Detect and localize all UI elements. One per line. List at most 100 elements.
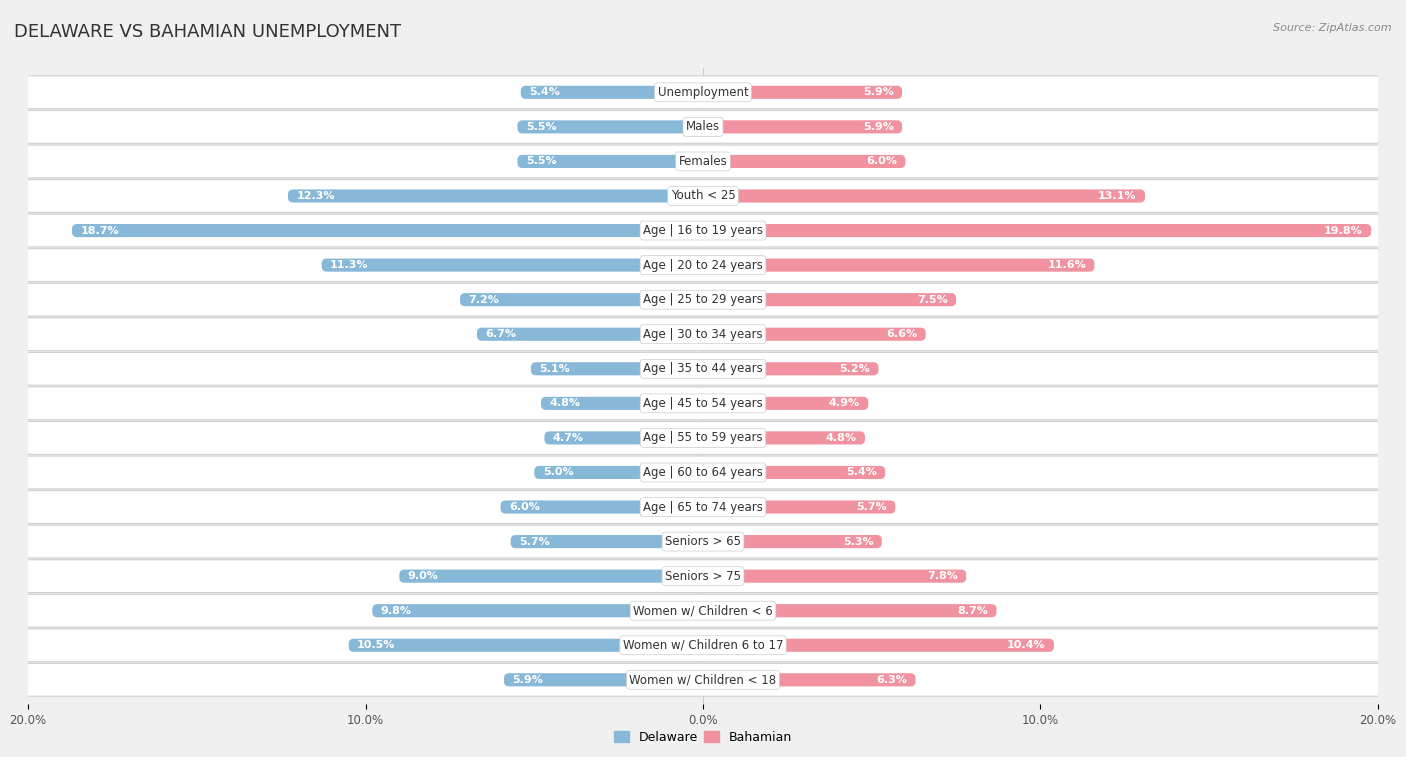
FancyBboxPatch shape <box>503 673 703 687</box>
Text: Seniors > 65: Seniors > 65 <box>665 535 741 548</box>
FancyBboxPatch shape <box>703 673 915 687</box>
Text: 5.2%: 5.2% <box>839 364 870 374</box>
FancyBboxPatch shape <box>541 397 703 410</box>
FancyBboxPatch shape <box>288 189 703 203</box>
Text: 7.5%: 7.5% <box>917 294 948 304</box>
FancyBboxPatch shape <box>373 604 703 617</box>
FancyBboxPatch shape <box>703 639 1054 652</box>
FancyBboxPatch shape <box>10 456 1396 489</box>
FancyBboxPatch shape <box>703 189 1144 203</box>
Text: 5.7%: 5.7% <box>856 502 887 512</box>
FancyBboxPatch shape <box>10 76 1396 109</box>
Text: 19.8%: 19.8% <box>1324 226 1362 235</box>
FancyBboxPatch shape <box>703 466 886 479</box>
Text: 4.8%: 4.8% <box>550 398 581 408</box>
FancyBboxPatch shape <box>531 362 703 375</box>
Text: Women w/ Children 6 to 17: Women w/ Children 6 to 17 <box>623 639 783 652</box>
Text: Age | 16 to 19 years: Age | 16 to 19 years <box>643 224 763 237</box>
Text: Age | 60 to 64 years: Age | 60 to 64 years <box>643 466 763 479</box>
FancyBboxPatch shape <box>10 663 1396 696</box>
Text: 10.4%: 10.4% <box>1007 640 1046 650</box>
Text: 8.7%: 8.7% <box>957 606 988 615</box>
FancyBboxPatch shape <box>460 293 703 307</box>
FancyBboxPatch shape <box>10 352 1396 385</box>
Text: 9.8%: 9.8% <box>381 606 412 615</box>
Text: Males: Males <box>686 120 720 133</box>
FancyBboxPatch shape <box>520 86 703 99</box>
FancyBboxPatch shape <box>349 639 703 652</box>
FancyBboxPatch shape <box>703 535 882 548</box>
Text: Source: ZipAtlas.com: Source: ZipAtlas.com <box>1274 23 1392 33</box>
FancyBboxPatch shape <box>703 569 966 583</box>
Text: Seniors > 75: Seniors > 75 <box>665 570 741 583</box>
FancyBboxPatch shape <box>703 431 865 444</box>
Text: 5.7%: 5.7% <box>519 537 550 547</box>
Text: 5.5%: 5.5% <box>526 122 557 132</box>
Text: Age | 35 to 44 years: Age | 35 to 44 years <box>643 363 763 375</box>
Text: 12.3%: 12.3% <box>297 191 335 201</box>
Text: DELAWARE VS BAHAMIAN UNEMPLOYMENT: DELAWARE VS BAHAMIAN UNEMPLOYMENT <box>14 23 401 41</box>
FancyBboxPatch shape <box>10 594 1396 627</box>
FancyBboxPatch shape <box>10 387 1396 420</box>
Text: 5.4%: 5.4% <box>529 87 560 98</box>
Text: 6.0%: 6.0% <box>866 157 897 167</box>
FancyBboxPatch shape <box>10 283 1396 316</box>
FancyBboxPatch shape <box>544 431 703 444</box>
FancyBboxPatch shape <box>703 86 903 99</box>
FancyBboxPatch shape <box>703 259 1094 272</box>
FancyBboxPatch shape <box>703 120 903 133</box>
FancyBboxPatch shape <box>10 559 1396 593</box>
Text: 7.2%: 7.2% <box>468 294 499 304</box>
Text: Women w/ Children < 18: Women w/ Children < 18 <box>630 673 776 687</box>
Text: 5.9%: 5.9% <box>863 122 894 132</box>
Text: Age | 65 to 74 years: Age | 65 to 74 years <box>643 500 763 513</box>
Text: 7.8%: 7.8% <box>927 571 957 581</box>
Text: 6.0%: 6.0% <box>509 502 540 512</box>
FancyBboxPatch shape <box>10 111 1396 143</box>
Text: 5.0%: 5.0% <box>543 468 574 478</box>
FancyBboxPatch shape <box>10 145 1396 178</box>
Text: 6.3%: 6.3% <box>876 674 907 685</box>
FancyBboxPatch shape <box>534 466 703 479</box>
FancyBboxPatch shape <box>703 328 925 341</box>
Text: Females: Females <box>679 155 727 168</box>
FancyBboxPatch shape <box>703 362 879 375</box>
FancyBboxPatch shape <box>10 629 1396 662</box>
FancyBboxPatch shape <box>10 525 1396 558</box>
FancyBboxPatch shape <box>703 604 997 617</box>
FancyBboxPatch shape <box>703 155 905 168</box>
FancyBboxPatch shape <box>517 120 703 133</box>
Text: Age | 55 to 59 years: Age | 55 to 59 years <box>643 431 763 444</box>
Text: 13.1%: 13.1% <box>1098 191 1136 201</box>
Text: 6.6%: 6.6% <box>886 329 917 339</box>
FancyBboxPatch shape <box>10 422 1396 454</box>
FancyBboxPatch shape <box>501 500 703 513</box>
Text: 5.3%: 5.3% <box>842 537 873 547</box>
FancyBboxPatch shape <box>72 224 703 237</box>
Text: Women w/ Children < 6: Women w/ Children < 6 <box>633 604 773 617</box>
Text: 5.9%: 5.9% <box>863 87 894 98</box>
Text: 5.9%: 5.9% <box>512 674 543 685</box>
FancyBboxPatch shape <box>10 491 1396 523</box>
FancyBboxPatch shape <box>10 214 1396 247</box>
Text: Age | 25 to 29 years: Age | 25 to 29 years <box>643 293 763 306</box>
Legend: Delaware, Bahamian: Delaware, Bahamian <box>609 726 797 749</box>
Text: 5.5%: 5.5% <box>526 157 557 167</box>
Text: 4.8%: 4.8% <box>825 433 856 443</box>
Text: Age | 45 to 54 years: Age | 45 to 54 years <box>643 397 763 410</box>
FancyBboxPatch shape <box>703 500 896 513</box>
Text: 10.5%: 10.5% <box>357 640 395 650</box>
Text: 4.9%: 4.9% <box>828 398 860 408</box>
FancyBboxPatch shape <box>510 535 703 548</box>
FancyBboxPatch shape <box>10 249 1396 282</box>
FancyBboxPatch shape <box>10 179 1396 213</box>
Text: 4.7%: 4.7% <box>553 433 583 443</box>
FancyBboxPatch shape <box>399 569 703 583</box>
Text: 5.1%: 5.1% <box>540 364 569 374</box>
FancyBboxPatch shape <box>517 155 703 168</box>
FancyBboxPatch shape <box>703 224 1371 237</box>
FancyBboxPatch shape <box>322 259 703 272</box>
Text: 18.7%: 18.7% <box>80 226 120 235</box>
Text: Unemployment: Unemployment <box>658 86 748 99</box>
FancyBboxPatch shape <box>703 397 869 410</box>
